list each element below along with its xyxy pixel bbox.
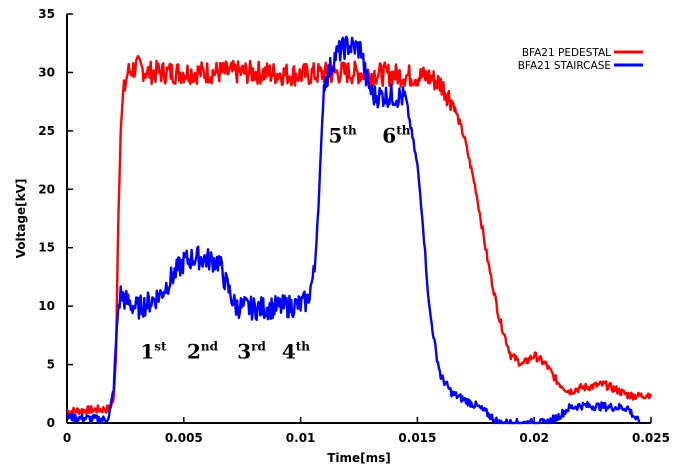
stage-label-suffix: th (396, 124, 411, 138)
y-tick-label: 20 (38, 182, 55, 196)
stage-annotations: 1st 2nd 3rd 4th 5th 6th (140, 124, 410, 364)
x-tick-label: 0.02 (519, 431, 549, 445)
stage-label: 2nd (187, 340, 219, 364)
stage-label-suffix: rd (251, 340, 266, 354)
series-line-2 (65, 35, 641, 425)
x-tick-label: 0.01 (286, 431, 316, 445)
x-tick-label: 0.005 (165, 431, 203, 445)
stage-label: 1st (140, 340, 167, 364)
stage-label: 6th (382, 124, 410, 148)
series-line-1 (66, 54, 653, 416)
y-axis-title: Voltage[kV] (14, 179, 28, 259)
y-tick-label: 5 (47, 358, 55, 372)
x-tick-label: 0.015 (398, 431, 436, 445)
axes: 0 5 10 15 20 25 30 35 0 0.005 0.01 0.015 0.02 0.025 (38, 7, 670, 445)
stage-label-suffix: st (154, 340, 167, 354)
legend-label: BFA21 STAIRCASE (518, 60, 611, 72)
stage-label-suffix: nd (201, 340, 219, 354)
legend-label: BFA21 PEDESTAL (522, 47, 611, 59)
x-axis-title: Time[ms] (327, 451, 391, 465)
y-tick-label: 10 (38, 299, 55, 313)
x-tick-label: 0.025 (632, 431, 670, 445)
y-tick-label: 35 (38, 7, 55, 21)
y-tick-label: 25 (38, 124, 55, 138)
stage-label: 4th (282, 340, 310, 364)
stage-label-suffix: th (342, 124, 357, 138)
y-tick-label: 15 (38, 241, 55, 255)
stage-label: 3rd (237, 340, 266, 364)
y-tick-label: 30 (38, 65, 55, 79)
series-layer (65, 35, 653, 425)
stage-label-suffix: th (296, 340, 311, 354)
y-tick-label: 0 (47, 416, 55, 430)
stage-label: 5th (329, 124, 357, 148)
x-tick-label: 0 (63, 431, 71, 445)
